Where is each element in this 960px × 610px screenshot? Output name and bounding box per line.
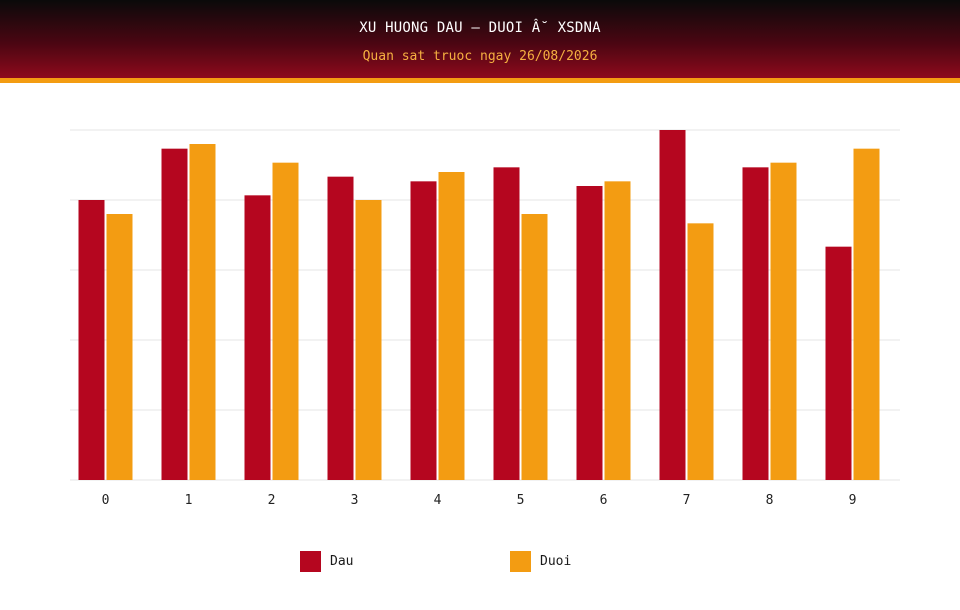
- chart-subtitle: Quan sat truoc ngay 26/08/2026: [362, 49, 598, 64]
- bars: [78, 130, 880, 481]
- x-tick-label-5: 5: [517, 493, 525, 508]
- legend-item-duoi[interactable]: Duoi: [510, 550, 571, 572]
- bar-dau-6: [576, 186, 603, 480]
- bar-duoi-7: [687, 223, 714, 481]
- legend-swatch-duoi: [510, 550, 531, 572]
- bar-dau-2: [244, 195, 271, 481]
- bar-duoi-1: [189, 144, 216, 480]
- bar-dau-4: [410, 181, 437, 481]
- bar-dau-3: [327, 176, 354, 480]
- bar-duoi-5: [521, 214, 548, 480]
- bar-duoi-4: [438, 172, 465, 480]
- chart-header: [0, 0, 960, 78]
- bar-duoi-3: [355, 200, 382, 480]
- bar-dau-1: [161, 148, 188, 480]
- legend-item-dau[interactable]: Dau: [300, 550, 353, 572]
- bar-dau-5: [493, 167, 520, 481]
- x-tick-labels: 0 1 2 3 4 5 6 7 8 9: [102, 493, 857, 508]
- x-tick-label-2: 2: [268, 493, 276, 508]
- x-tick-label-4: 4: [434, 493, 442, 508]
- x-tick-label-7: 7: [683, 493, 691, 508]
- bar-duoi-2: [272, 162, 299, 480]
- bar-dau-9: [825, 246, 852, 480]
- x-tick-label-6: 6: [600, 493, 608, 508]
- header-accent-stripe: [0, 78, 960, 83]
- x-tick-label-3: 3: [351, 493, 359, 508]
- legend-label-dau: Dau: [330, 553, 354, 569]
- x-tick-label-8: 8: [766, 493, 774, 508]
- bar-dau-0: [78, 200, 105, 480]
- legend-swatch-dau: [300, 550, 321, 572]
- bar-duoi-0: [106, 214, 133, 480]
- x-tick-label-0: 0: [102, 493, 110, 508]
- bar-duoi-6: [604, 181, 631, 481]
- legend-label-duoi: Duoi: [540, 553, 572, 569]
- bar-dau-8: [742, 167, 769, 481]
- bar-dau-7: [659, 130, 686, 480]
- bar-duoi-8: [770, 162, 797, 480]
- x-tick-label-9: 9: [849, 493, 857, 508]
- x-tick-label-1: 1: [185, 493, 193, 508]
- bar-duoi-9: [853, 148, 880, 480]
- chart-title: XU HUONG DAU – DUOI Â˘ XSDNA: [359, 20, 601, 36]
